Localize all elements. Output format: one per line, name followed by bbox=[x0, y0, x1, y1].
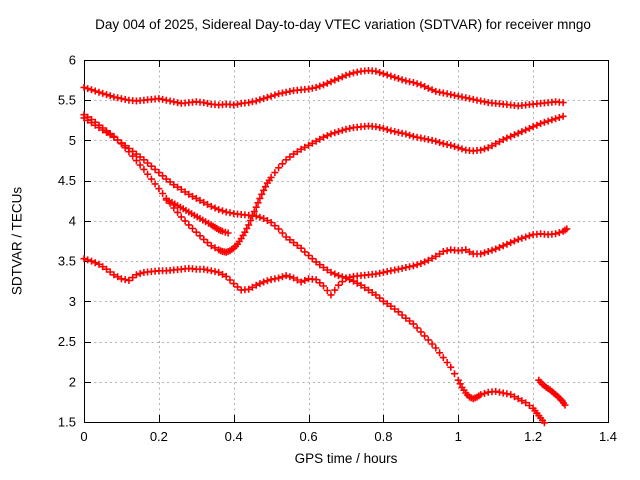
y-tick-label: 3.5 bbox=[58, 254, 76, 269]
series-upper-wavy-track bbox=[80, 67, 567, 110]
x-tick-label: 0.4 bbox=[225, 429, 243, 444]
x-axis-label: GPS time / hours bbox=[294, 451, 398, 466]
y-tick-label: 4 bbox=[69, 213, 76, 228]
x-tick-labels: 0 0.2 0.4 0.6 0.8 1 1.2 1.4 bbox=[80, 429, 617, 444]
x-tick-label: 1.2 bbox=[524, 429, 542, 444]
series-detached-tail-segment bbox=[535, 376, 569, 409]
plot-border bbox=[84, 60, 609, 423]
series-v-shaped-track bbox=[80, 111, 567, 256]
x-tick-label: 0.2 bbox=[150, 429, 168, 444]
y-tick-label: 5 bbox=[69, 133, 76, 148]
x-tick-label: 1 bbox=[455, 429, 462, 444]
y-tick-label: 2 bbox=[69, 374, 76, 389]
x-tick-label: 1.4 bbox=[599, 429, 617, 444]
chart-title: Day 004 of 2025, Sidereal Day-to-day VTE… bbox=[95, 17, 591, 32]
tick-marks bbox=[84, 60, 609, 423]
y-tick-labels: 1.5 2 2.5 3 3.5 4 4.5 5 5.5 6 bbox=[58, 53, 76, 430]
y-tick-label: 1.5 bbox=[58, 415, 76, 430]
y-tick-label: 3 bbox=[69, 294, 76, 309]
y-tick-label: 5.5 bbox=[58, 93, 76, 108]
gridlines bbox=[84, 60, 608, 422]
series-lower-wavy-track bbox=[80, 225, 571, 299]
y-tick-label: 4.5 bbox=[58, 173, 76, 188]
x-tick-label: 0 bbox=[80, 429, 87, 444]
x-tick-label: 0.6 bbox=[300, 429, 318, 444]
x-tick-label: 0.8 bbox=[374, 429, 392, 444]
y-tick-label: 6 bbox=[69, 53, 76, 68]
series-short-declining-segment bbox=[162, 196, 232, 237]
series-long-declining-track bbox=[80, 114, 548, 427]
y-tick-label: 2.5 bbox=[58, 334, 76, 349]
